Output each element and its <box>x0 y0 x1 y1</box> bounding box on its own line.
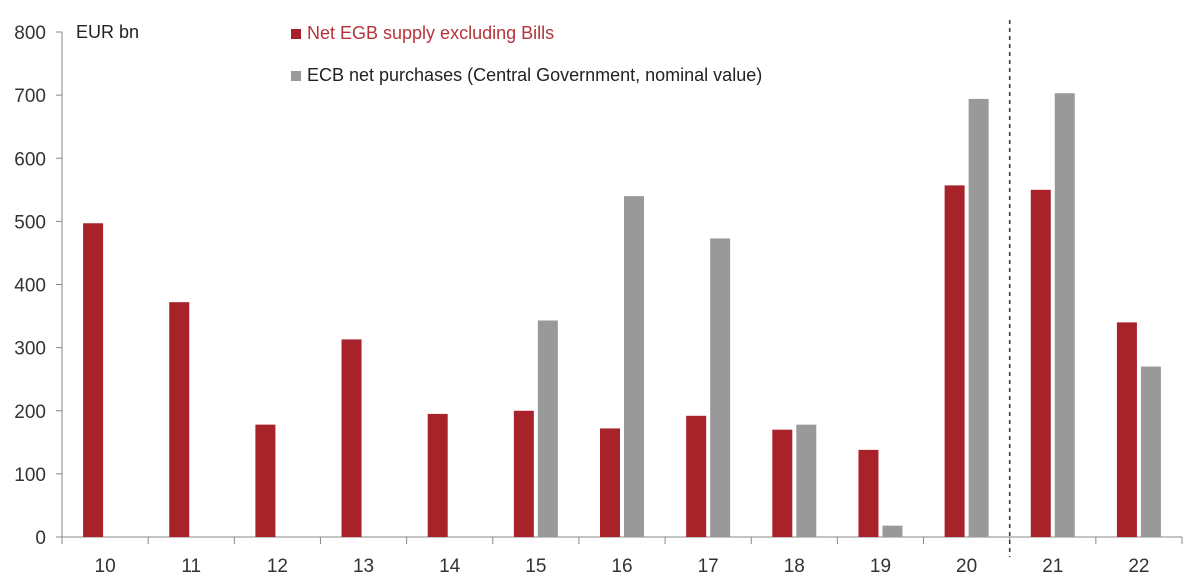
y-tick-label: 0 <box>35 528 46 549</box>
legend-label-supply: Net EGB supply excluding Bills <box>307 23 554 43</box>
bar-net-egb-supply <box>427 413 448 537</box>
bar-net-egb-supply <box>1116 322 1137 537</box>
y-tick-label: 800 <box>14 23 46 44</box>
x-tick-label: 12 <box>267 556 288 577</box>
legend-swatch-ecb <box>291 71 301 81</box>
bar-net-egb-supply <box>600 428 620 537</box>
bar-net-egb-supply <box>169 302 190 537</box>
x-tick-label: 11 <box>181 556 201 577</box>
y-tick-label: 600 <box>14 149 46 170</box>
bar-ecb-net-purchases <box>882 525 903 537</box>
unit-label: EUR bn <box>76 22 139 42</box>
bar-ecb-net-purchases <box>1140 366 1161 537</box>
bar-ecb-net-purchases <box>1054 93 1075 537</box>
bar-ecb-net-purchases <box>537 320 558 537</box>
y-tick-label: 100 <box>14 465 46 486</box>
bar-net-egb-supply <box>686 415 707 537</box>
y-tick-label: 300 <box>14 339 46 360</box>
bar-ecb-net-purchases <box>624 196 644 537</box>
y-axis: 0 100 200 300 400 500 600 700 800 <box>14 23 63 549</box>
legend-swatch-supply <box>291 29 301 39</box>
x-tick-label: 20 <box>956 556 977 577</box>
y-tick-label: 500 <box>14 212 46 233</box>
bar-net-egb-supply <box>255 424 276 537</box>
legend: Net EGB supply excluding Bills ECB net p… <box>291 23 762 85</box>
bar-ecb-net-purchases <box>796 424 817 537</box>
bar-ecb-net-purchases <box>710 238 731 537</box>
x-tick-label: 13 <box>353 556 374 577</box>
bar-net-egb-supply <box>944 185 965 538</box>
x-tick-label: 14 <box>439 556 461 577</box>
bar-net-egb-supply <box>341 339 362 537</box>
x-tick-label: 10 <box>95 556 116 577</box>
bar-net-egb-supply <box>513 410 534 537</box>
x-tick-label: 16 <box>611 556 632 577</box>
x-tick-label: 17 <box>698 556 719 577</box>
x-tick-label: 18 <box>784 556 805 577</box>
x-axis: 10 11 12 13 14 15 16 17 18 19 20 21 22 <box>61 536 1183 577</box>
bar-net-egb-supply <box>1030 189 1051 537</box>
y-tick-label: 400 <box>14 276 46 297</box>
x-tick-label: 22 <box>1128 556 1149 577</box>
y-tick-label: 700 <box>14 86 46 107</box>
x-tick-label: 15 <box>525 556 546 577</box>
x-tick-label: 19 <box>870 556 891 577</box>
bars <box>83 93 1161 538</box>
bar-ecb-net-purchases <box>968 98 989 537</box>
bar-net-egb-supply <box>858 449 879 537</box>
legend-label-ecb: ECB net purchases (Central Government, n… <box>307 65 762 85</box>
bar-net-egb-supply <box>83 223 104 538</box>
y-tick-label: 200 <box>14 402 46 423</box>
bar-net-egb-supply <box>772 429 793 537</box>
x-tick-label: 21 <box>1042 556 1063 577</box>
